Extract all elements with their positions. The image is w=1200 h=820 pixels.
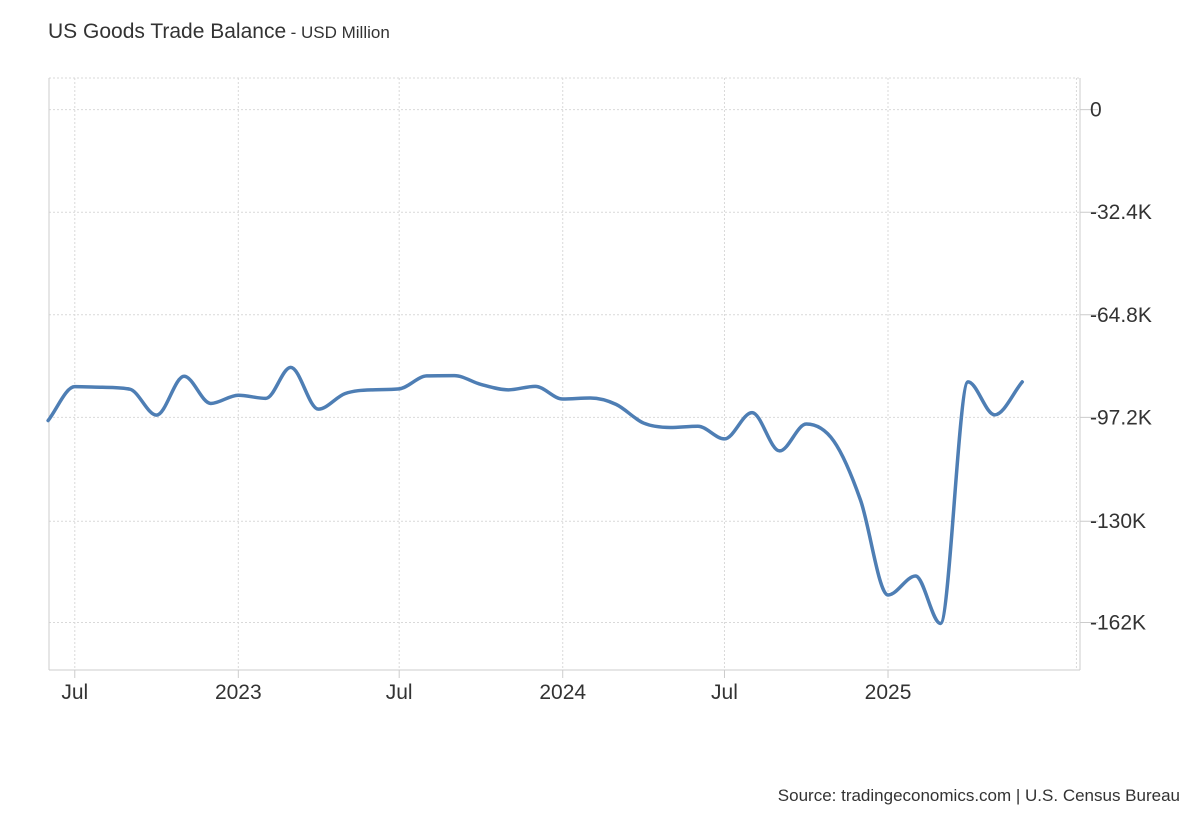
x-tick-label: Jul: [386, 681, 413, 704]
data-point: [937, 620, 943, 626]
data-point: [235, 392, 241, 398]
data-point: [99, 384, 105, 390]
data-point: [451, 373, 457, 379]
data-point: [641, 420, 647, 426]
data-point: [992, 412, 998, 418]
data-point: [885, 592, 891, 598]
x-tick-label: Jul: [711, 681, 738, 704]
data-point: [831, 438, 837, 444]
data-point: [342, 391, 348, 397]
data-point: [695, 423, 701, 429]
data-point: [560, 396, 566, 402]
data-point: [749, 410, 755, 416]
x-tick-label: Jul: [61, 681, 88, 704]
chart-header: US Goods Trade Balance - USD Million: [48, 20, 390, 44]
x-tick-label: 2024: [539, 681, 586, 704]
data-point: [315, 406, 321, 412]
data-point: [1019, 379, 1025, 385]
data-point: [965, 379, 971, 385]
y-tick-label: -97.2K: [1090, 406, 1152, 429]
data-point: [721, 436, 727, 442]
data-point: [263, 395, 269, 401]
x-tick-label: 2023: [215, 681, 262, 704]
data-point: [396, 386, 402, 392]
data-point: [532, 383, 538, 389]
data-point: [857, 497, 863, 503]
chart-subtitle: USD Million: [300, 23, 390, 42]
data-point: [45, 418, 51, 424]
data-point: [181, 373, 187, 379]
data-point: [370, 387, 376, 393]
data-point: [777, 448, 783, 454]
data-point: [478, 381, 484, 387]
y-tick-label: -32.4K: [1090, 201, 1152, 224]
source-attribution: Source: tradingeconomics.com | U.S. Cens…: [777, 786, 1180, 805]
data-point: [803, 421, 809, 427]
data-point: [424, 373, 430, 379]
data-point: [506, 387, 512, 393]
data-point: [208, 400, 214, 406]
data-point: [587, 395, 593, 401]
y-tick-label: -64.8K: [1090, 304, 1152, 327]
data-point: [127, 386, 133, 392]
y-tick-label: 0: [1090, 99, 1102, 122]
data-point: [154, 412, 160, 418]
chart-title: US Goods Trade Balance: [48, 20, 287, 43]
chart-subtitle-separator: -: [290, 23, 301, 42]
y-tick-label: -162K: [1090, 612, 1146, 635]
data-point: [288, 364, 294, 370]
line-chart: 0 -32.4K -64.8K -97.2K -130K -162K Jul 2023 Jul 2…: [45, 77, 1152, 704]
series-line: [46, 365, 1024, 626]
data-point: [913, 573, 919, 579]
y-tick-label: -130K: [1090, 510, 1146, 533]
x-tick-label: 2025: [865, 681, 912, 704]
data-point: [72, 384, 78, 390]
data-point: [667, 425, 673, 431]
data-point: [613, 401, 619, 407]
